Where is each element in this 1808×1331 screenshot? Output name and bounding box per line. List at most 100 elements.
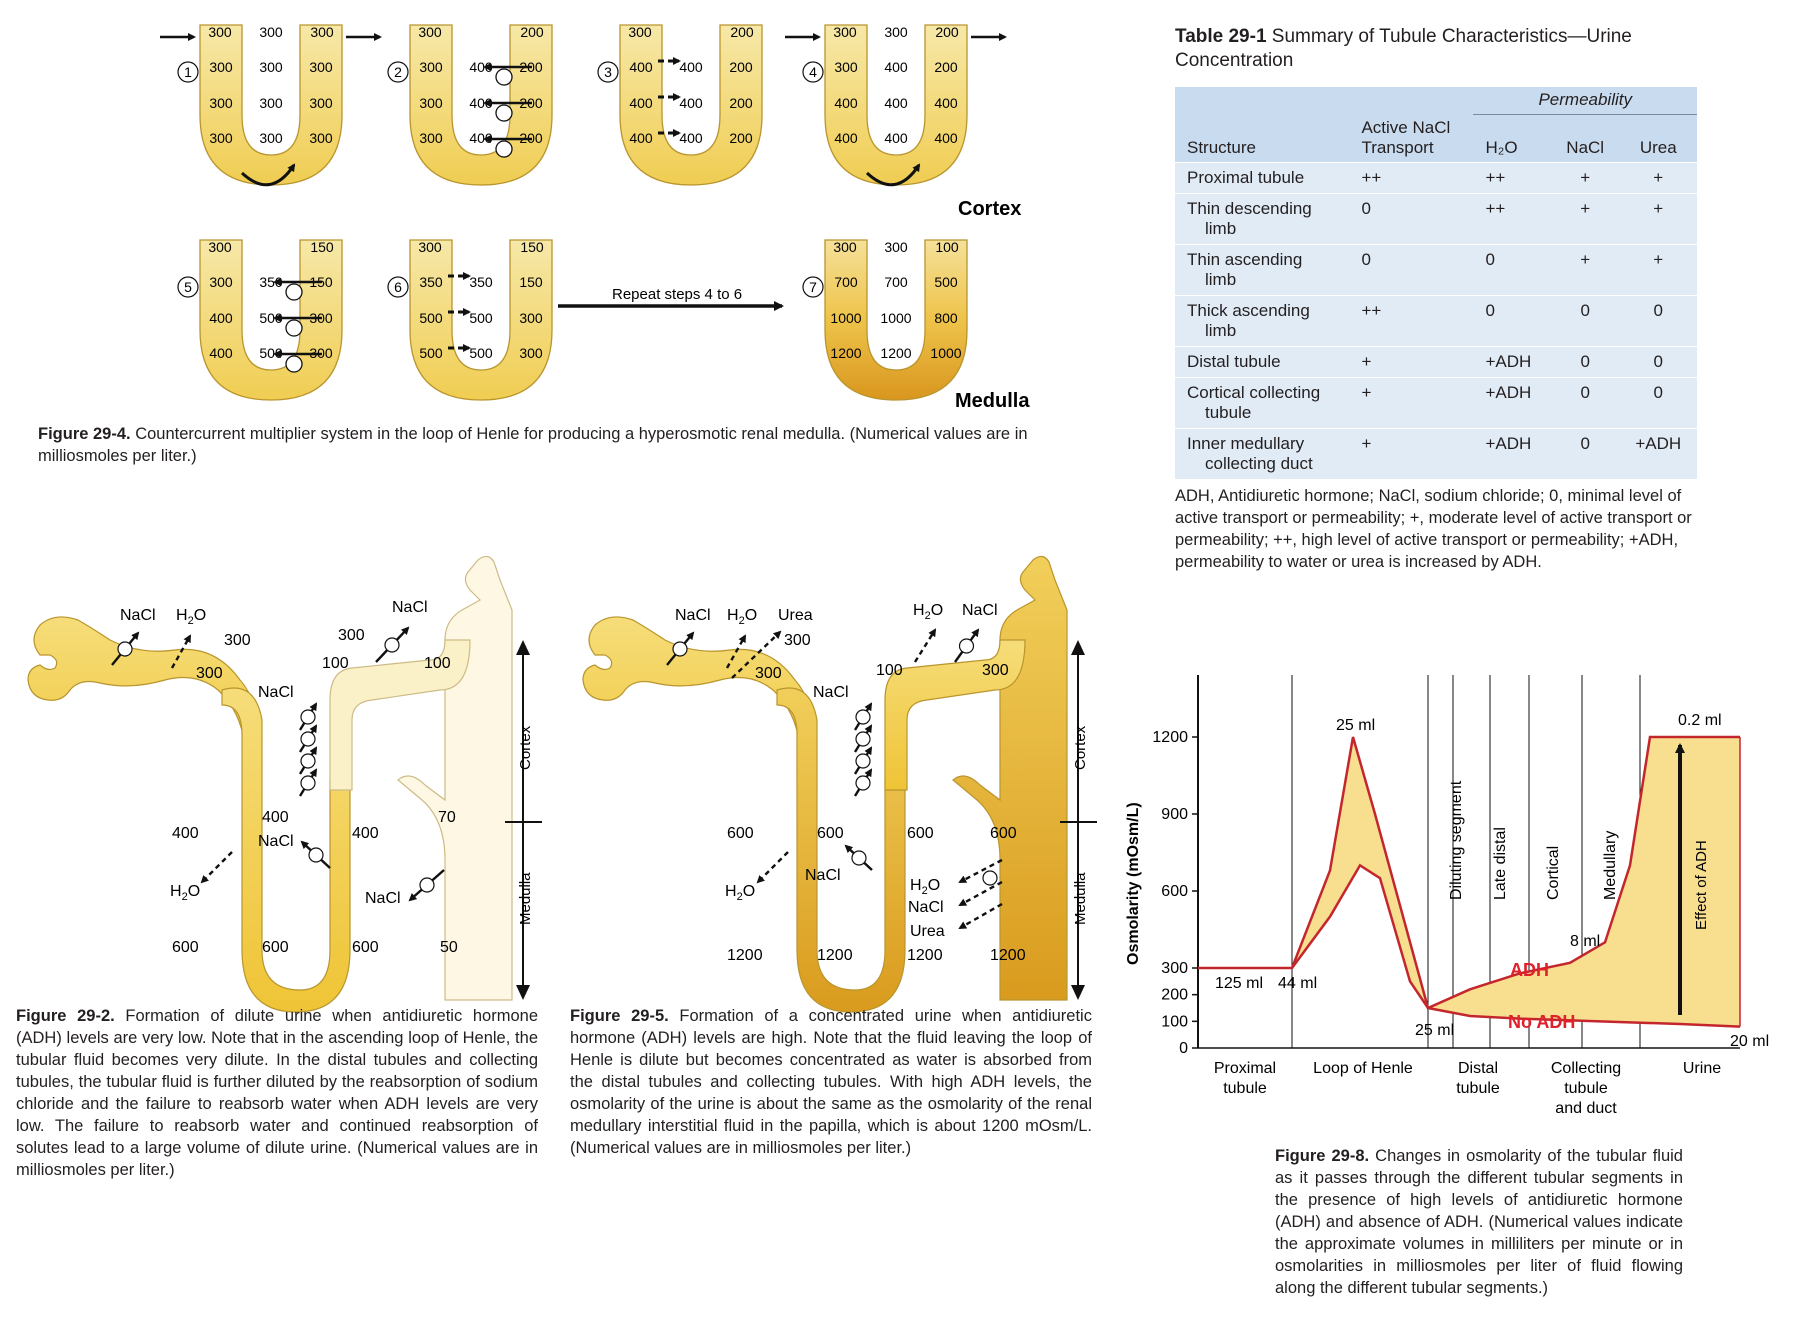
descending-value: 1000	[830, 310, 861, 326]
table-row: Distal tubule + +ADH 0 0	[1175, 345, 1697, 377]
nacl-cell: +	[1550, 243, 1620, 295]
ascending-value: 150	[519, 274, 543, 290]
transport-arrow	[200, 851, 233, 884]
step-number: 2	[394, 64, 402, 80]
flow-arrow	[240, 163, 296, 187]
interstitial-value: 300	[259, 95, 283, 111]
segment-label: Proximal tubule	[1214, 1060, 1276, 1097]
loop-tube	[199, 239, 343, 401]
descending-value: 300	[419, 95, 443, 111]
active-nacl-cell: +	[1349, 427, 1474, 479]
active-nacl-cell: +	[1349, 345, 1474, 377]
y-axis-label: Osmolarity (mOsm/L)	[1125, 802, 1142, 965]
caption-fig-29-5-text: Formation of a concentrated urine when a…	[570, 1007, 1092, 1157]
osmolarity-value: 1200	[907, 947, 943, 964]
volume-label: 20 ml	[1730, 1033, 1769, 1050]
y-tick-label: 1200	[1152, 729, 1188, 746]
step-number-badge	[597, 61, 619, 83]
transport-arrow	[958, 880, 1003, 907]
structure-name: Thick ascending	[1187, 300, 1310, 320]
active-nacl-cell: 0	[1349, 192, 1474, 244]
structure-name-cont: limb	[1205, 269, 1237, 289]
header-urea: Urea	[1619, 114, 1697, 162]
urea-cell: +	[1619, 243, 1697, 295]
active-nacl-cell: +	[1349, 376, 1474, 428]
descending-value: 400	[209, 345, 233, 361]
loop-step-6: 6 300 150 350 350 150 500 500 300 500 500 300	[387, 239, 553, 401]
pump-icon	[982, 870, 998, 886]
segment-sublabel: Medullary	[1602, 831, 1619, 900]
pump-icon	[285, 319, 303, 337]
table-row: Thin ascending limb 0 0 + +	[1175, 243, 1697, 295]
axis-medulla-label: Medulla	[1072, 872, 1089, 925]
structure-name: Thin descending	[1187, 198, 1312, 218]
pump-icon	[495, 68, 513, 86]
descending-value: 350	[419, 274, 443, 290]
pump-icon	[117, 641, 133, 657]
osmolarity-value: 70	[438, 809, 456, 826]
loop-tube	[409, 239, 553, 401]
top-value: 300	[418, 24, 442, 40]
pump-icon	[958, 638, 975, 654]
top-value: 300	[208, 24, 232, 40]
structure-name: Inner medullary	[1187, 433, 1305, 453]
pump-icon	[384, 637, 400, 653]
header-nacl: NaCl	[1550, 114, 1620, 162]
nacl-cell: 0	[1550, 427, 1620, 479]
top-value: 300	[833, 24, 857, 40]
top-value: 300	[208, 239, 232, 255]
ascending-value: 300	[309, 59, 333, 75]
ascending-value: 200	[729, 59, 753, 75]
pump-icon	[672, 641, 688, 657]
pump-icon	[855, 731, 871, 747]
osmolarity-value: 1200	[817, 947, 853, 964]
caption-fig-29-5-label: Figure 29-5.	[570, 1007, 669, 1025]
segment-label: Distal tubule	[1456, 1060, 1500, 1097]
header-structure: Structure	[1175, 114, 1350, 162]
step-number: 3	[604, 64, 612, 80]
nacl-label: NaCl	[813, 684, 849, 701]
urea-cell: 0	[1619, 376, 1697, 428]
top-value: 100	[935, 239, 959, 255]
top-value: 300	[833, 239, 857, 255]
loop-step-4: 4 300 300 200 300 400 200 400 400 400 400 400 400	[785, 24, 1007, 187]
table-row: Proximal tubule ++ ++ + +	[1175, 161, 1697, 193]
nacl-label: NaCl	[962, 602, 998, 619]
table-row: Inner medullary collecting duct + +ADH 0 +ADH	[1175, 427, 1697, 479]
loop-tube	[619, 24, 763, 186]
pump-icon	[285, 283, 303, 301]
osmolarity-value: 300	[982, 662, 1009, 679]
step-number-badge	[802, 276, 824, 298]
ascending-value: 800	[934, 310, 958, 326]
pump-icon	[300, 775, 316, 791]
top-value: 300	[628, 24, 652, 40]
step-number: 5	[184, 279, 192, 295]
top-value: 200	[730, 24, 754, 40]
nacl-label: NaCl	[258, 833, 294, 850]
structure-name: Thin ascending	[1187, 249, 1303, 269]
urea-cell: 0	[1619, 294, 1697, 346]
table-row: Thick ascending limb ++ 0 0 0	[1175, 294, 1697, 346]
segment-sublabel: Late distal	[1492, 827, 1509, 900]
ascending-value: 400	[934, 95, 958, 111]
no-adh-label: No ADH	[1508, 1012, 1575, 1032]
descending-value: 300	[209, 95, 233, 111]
caption-fig-29-5: Figure 29-5. Formation of a concentrated…	[570, 1005, 1092, 1159]
fig-29-8-graph: 1200 900 600 300 200 100 0 Osmolarity (mOsm/L) E…	[1125, 675, 1769, 1117]
top-value: 300	[310, 24, 334, 40]
h2o-label: H2O	[913, 602, 943, 622]
h2o-label: H2O	[727, 607, 757, 627]
structure-name-cont: tubule	[1205, 402, 1252, 422]
descending-value: 300	[209, 130, 233, 146]
nacl-cell: +	[1550, 161, 1620, 193]
osmolarity-value: 1200	[727, 947, 763, 964]
ascending-value: 200	[729, 130, 753, 146]
axis-cortex-label: Cortex	[1072, 725, 1089, 770]
nacl-label: NaCl	[805, 867, 841, 884]
nacl-label: NaCl	[258, 684, 294, 701]
pump-icon	[855, 753, 871, 769]
h2o-cell: 0	[1473, 243, 1551, 295]
interstitial-value: 1000	[880, 310, 911, 326]
top-value: 150	[310, 239, 334, 255]
osmolarity-value: 100	[322, 655, 349, 672]
